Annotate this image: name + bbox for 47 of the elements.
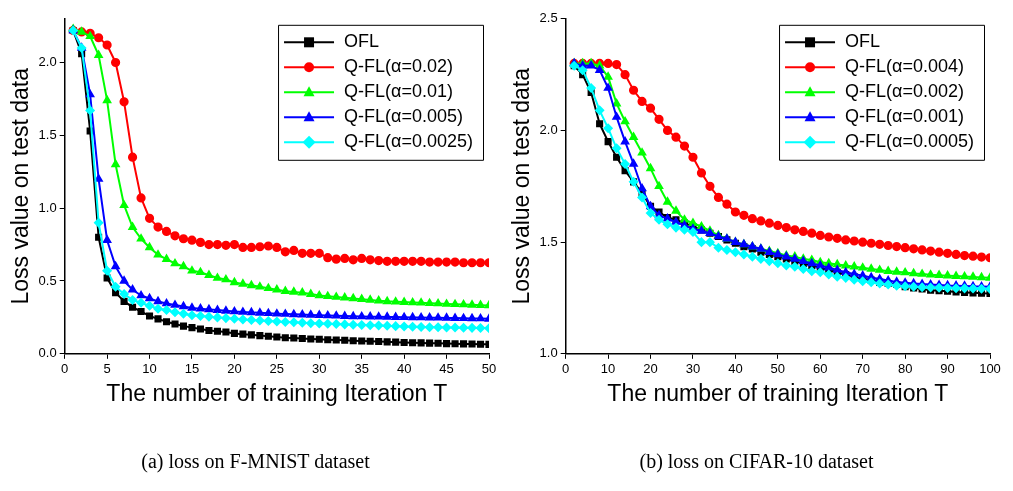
y-tick-label: 1.0 [38, 199, 57, 215]
text: (a) loss on F-MNIST dataset [141, 450, 370, 473]
x-tick-label: 20 [227, 361, 242, 377]
x-tick-label: 15 [184, 361, 200, 377]
y-tick-label: 1.5 [539, 233, 558, 249]
x-tick-label: 5 [103, 361, 111, 377]
y-tick-label: 0.5 [38, 272, 57, 288]
legend-label: Q-FL(α=0.002) [845, 81, 964, 102]
y-tick-label: 1.5 [38, 126, 57, 142]
y-axis-title: Loss value on test data [508, 67, 535, 305]
x-axis-title: The number of training Iteration T [106, 379, 448, 406]
x-axis-title: The number of training Iteration T [607, 379, 949, 406]
x-tick-label: 60 [813, 361, 828, 377]
x-tick-label: 50 [770, 361, 786, 377]
y-axis-title: Loss value on test data [7, 67, 34, 305]
x-tick-label: 35 [354, 361, 369, 377]
y-tick-label: 2.0 [38, 54, 57, 70]
y-tick-label: 1.0 [539, 345, 558, 361]
x-tick-label: 0 [61, 361, 69, 377]
y-tick-label: 2.0 [539, 122, 558, 138]
legend-label: Q-FL(α=0.0025) [344, 131, 474, 152]
x-tick-label: 45 [439, 361, 454, 377]
x-tick-label: 50 [481, 361, 497, 377]
legend-label: Q-FL(α=0.001) [845, 106, 964, 127]
y-tick-label: 2.5 [539, 10, 558, 26]
legend-label: OFL [344, 31, 380, 52]
x-tick-label: 90 [940, 361, 955, 377]
legend-label: Q-FL(α=0.0005) [845, 131, 975, 152]
x-tick-label: 30 [685, 361, 701, 377]
x-tick-label: 70 [855, 361, 870, 377]
x-tick-label: 80 [897, 361, 913, 377]
y-tick-label: 0.0 [38, 345, 57, 361]
x-tick-label: 100 [979, 361, 1001, 377]
x-tick-label: 25 [269, 361, 285, 377]
legend-label: Q-FL(α=0.005) [344, 106, 463, 127]
x-tick-label: 30 [312, 361, 327, 377]
x-tick-label: 40 [728, 361, 743, 377]
legend-label: Q-FL(α=0.02) [344, 56, 453, 77]
x-tick-label: 0 [562, 361, 570, 377]
legend-label: Q-FL(α=0.004) [845, 56, 964, 77]
x-tick-label: 20 [643, 361, 658, 377]
x-tick-label: 40 [396, 361, 412, 377]
x-tick-label: 10 [600, 361, 616, 377]
text: (b) loss on CIFAR-10 dataset [639, 450, 874, 473]
legend-label: OFL [845, 31, 881, 52]
x-tick-label: 10 [142, 361, 157, 377]
legend-label: Q-FL(α=0.01) [344, 81, 453, 102]
